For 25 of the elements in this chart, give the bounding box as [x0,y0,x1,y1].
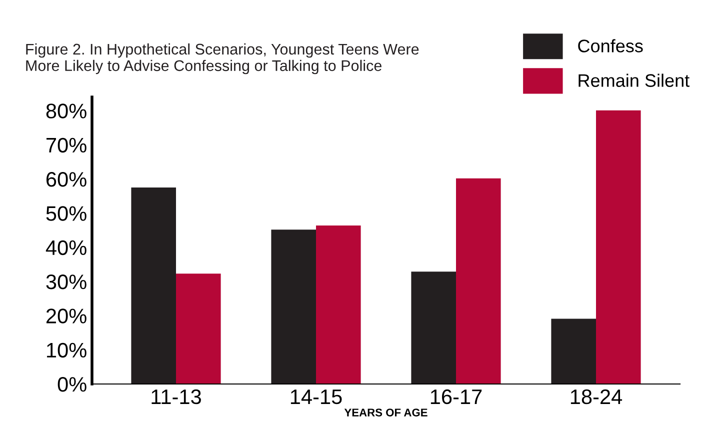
y-tick-label: 30% [46,274,86,290]
bar [131,188,176,384]
chart-title: Figure 2. In Hypothetical Scenarios, Youngest Teens Were More Likely to Advise Confessing or Talking to Police [26,43,419,74]
x-tick-label: 11-13 [152,389,201,404]
bar [316,225,361,384]
bar [271,230,316,384]
legend-label: Remain Silent [578,74,690,87]
y-tick-label: 50% [46,206,86,221]
x-tick-label: 16-17 [430,389,482,404]
y-tick-label: 60% [46,172,86,187]
y-tick-label: 80% [46,104,86,118]
x-axis-title: YEARS OF AGE [344,408,428,416]
y-tick-label: 40% [46,240,86,256]
x-tick-label: 14-15 [290,390,342,404]
legend-label: Confess [578,39,643,52]
y-tick-label: 20% [46,308,86,324]
bar [551,318,596,384]
bar [176,274,221,384]
x-tick-label: 18-24 [570,389,622,404]
bar [456,178,501,384]
y-tick-label: 70% [46,138,86,153]
bar [596,110,641,384]
y-tick-label: 0% [58,377,86,392]
bar [411,272,456,384]
y-tick-label: 10% [47,342,86,358]
